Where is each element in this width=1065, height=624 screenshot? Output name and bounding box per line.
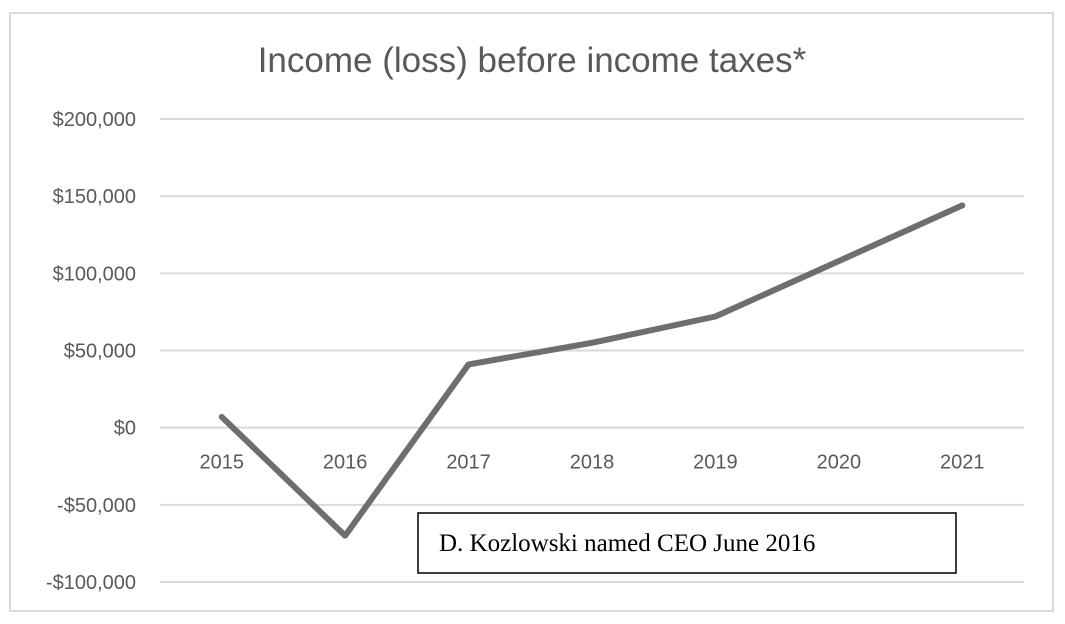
y-tick-label: $150,000 (53, 186, 136, 208)
y-tick-label: $0 (114, 418, 136, 440)
series-lines (218, 202, 966, 539)
x-tick-label: 2021 (940, 452, 985, 474)
y-tick-label: $50,000 (64, 341, 136, 363)
x-axis-tick-labels: 2015 2016 2017 2018 2019 2020 2021 (199, 452, 984, 474)
y-axis-tick-labels: $200,000 $150,000 $100,000 $50,000 $0 -$50,00… (46, 109, 136, 594)
annotation-box: D. Kozlowski named CEO June 2016 (417, 512, 957, 574)
x-tick-label: 2018 (570, 452, 615, 474)
annotation-border (417, 512, 957, 574)
y-tick-label: -$50,000 (57, 495, 136, 517)
x-tick-label: 2019 (693, 452, 738, 474)
y-tick-label: $100,000 (53, 263, 136, 285)
series-line (218, 202, 966, 539)
x-tick-label: 2015 (199, 452, 244, 474)
chart-frame (9, 12, 1054, 612)
gridlines (160, 118, 1024, 583)
y-tick-label: $200,000 (53, 109, 136, 131)
y-tick-label: -$100,000 (46, 572, 136, 594)
chart-title: Income (loss) before income taxes* (258, 41, 807, 80)
annotation-text: D. Kozlowski named CEO June 2016 (439, 530, 815, 557)
x-tick-label: 2020 (817, 452, 862, 474)
x-tick-label: 2016 (323, 452, 368, 474)
x-tick-label: 2017 (446, 452, 491, 474)
